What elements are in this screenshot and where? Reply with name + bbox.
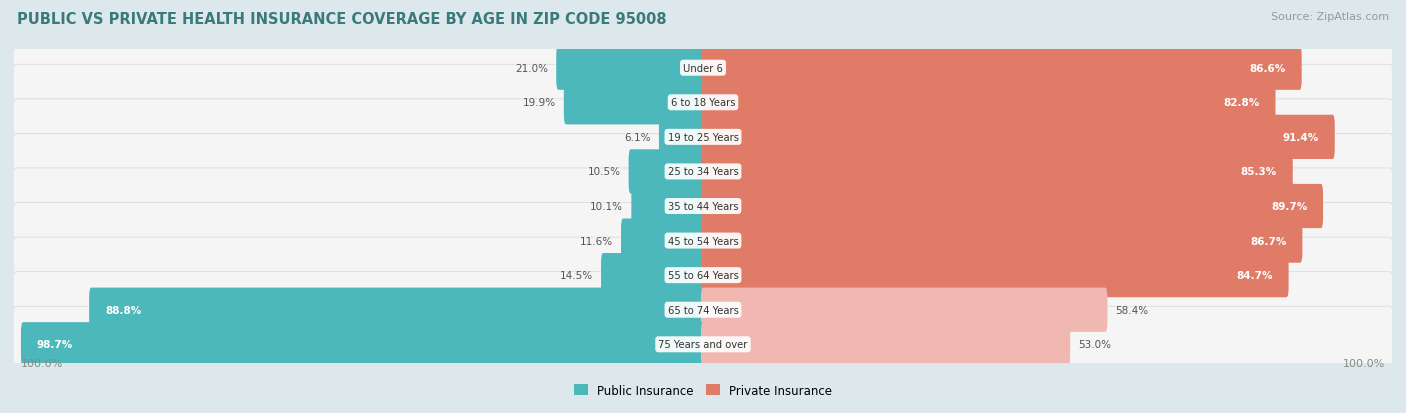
Text: Under 6: Under 6 [683,64,723,74]
Text: 21.0%: 21.0% [515,64,548,74]
Text: 53.0%: 53.0% [1078,339,1112,349]
Text: 89.7%: 89.7% [1271,202,1308,211]
FancyBboxPatch shape [13,169,1393,244]
FancyBboxPatch shape [13,238,1393,314]
Text: 85.3%: 85.3% [1240,167,1277,177]
FancyBboxPatch shape [13,273,1393,349]
Text: 19 to 25 Years: 19 to 25 Years [668,133,738,142]
FancyBboxPatch shape [600,254,704,297]
FancyBboxPatch shape [13,272,1393,348]
Text: 58.4%: 58.4% [1116,305,1149,315]
FancyBboxPatch shape [628,150,704,194]
Text: 75 Years and over: 75 Years and over [658,339,748,349]
FancyBboxPatch shape [13,237,1393,313]
Text: 19.9%: 19.9% [523,98,555,108]
Text: 65 to 74 Years: 65 to 74 Years [668,305,738,315]
FancyBboxPatch shape [13,307,1393,383]
FancyBboxPatch shape [13,135,1393,211]
FancyBboxPatch shape [621,219,704,263]
Text: 25 to 34 Years: 25 to 34 Years [668,167,738,177]
Text: 82.8%: 82.8% [1223,98,1260,108]
FancyBboxPatch shape [13,31,1393,107]
Text: Source: ZipAtlas.com: Source: ZipAtlas.com [1271,12,1389,22]
FancyBboxPatch shape [702,116,1334,159]
Legend: Public Insurance, Private Insurance: Public Insurance, Private Insurance [569,379,837,401]
Text: 11.6%: 11.6% [579,236,613,246]
FancyBboxPatch shape [13,100,1393,176]
FancyBboxPatch shape [564,81,704,125]
Text: 91.4%: 91.4% [1282,133,1319,142]
Text: 100.0%: 100.0% [1343,358,1385,368]
FancyBboxPatch shape [702,288,1108,332]
FancyBboxPatch shape [13,204,1393,280]
Text: 35 to 44 Years: 35 to 44 Years [668,202,738,211]
FancyBboxPatch shape [702,81,1275,125]
FancyBboxPatch shape [702,323,1070,367]
FancyBboxPatch shape [702,219,1302,263]
Text: 10.5%: 10.5% [588,167,620,177]
Text: 10.1%: 10.1% [591,202,623,211]
Text: 6 to 18 Years: 6 to 18 Years [671,98,735,108]
Text: 6.1%: 6.1% [624,133,651,142]
FancyBboxPatch shape [702,150,1292,194]
FancyBboxPatch shape [702,185,1323,228]
Text: 86.6%: 86.6% [1250,64,1286,74]
FancyBboxPatch shape [13,203,1393,279]
Text: 14.5%: 14.5% [560,271,593,280]
FancyBboxPatch shape [702,46,1302,90]
Text: 55 to 64 Years: 55 to 64 Years [668,271,738,280]
FancyBboxPatch shape [13,66,1393,142]
FancyBboxPatch shape [659,116,704,159]
FancyBboxPatch shape [13,134,1393,210]
FancyBboxPatch shape [13,65,1393,141]
Text: 84.7%: 84.7% [1236,271,1272,280]
FancyBboxPatch shape [89,288,704,332]
FancyBboxPatch shape [631,185,704,228]
Text: 45 to 54 Years: 45 to 54 Years [668,236,738,246]
FancyBboxPatch shape [557,46,704,90]
Text: 86.7%: 86.7% [1250,236,1286,246]
FancyBboxPatch shape [21,323,704,367]
FancyBboxPatch shape [702,254,1289,297]
Text: PUBLIC VS PRIVATE HEALTH INSURANCE COVERAGE BY AGE IN ZIP CODE 95008: PUBLIC VS PRIVATE HEALTH INSURANCE COVER… [17,12,666,27]
FancyBboxPatch shape [13,169,1393,245]
Text: 100.0%: 100.0% [21,358,63,368]
FancyBboxPatch shape [13,306,1393,382]
Text: 88.8%: 88.8% [105,305,141,315]
FancyBboxPatch shape [13,31,1393,107]
FancyBboxPatch shape [13,100,1393,176]
Text: 98.7%: 98.7% [37,339,73,349]
